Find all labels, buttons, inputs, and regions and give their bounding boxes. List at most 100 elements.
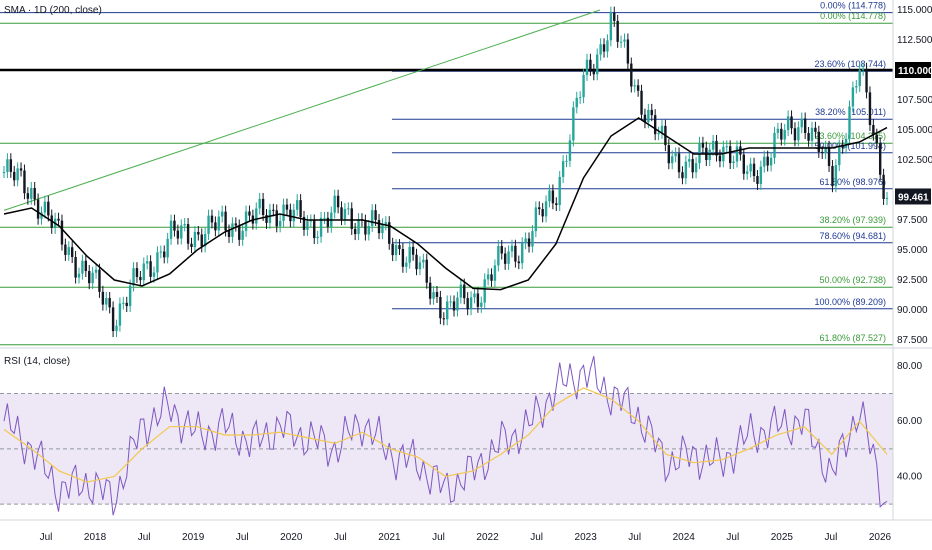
candle-body <box>289 209 292 222</box>
candle-body <box>364 220 367 235</box>
candle-body <box>67 247 70 255</box>
candle-body <box>735 146 739 162</box>
candle-body <box>582 74 585 98</box>
candle-body <box>711 140 715 150</box>
candle-body <box>128 285 132 307</box>
candle-body <box>878 143 882 175</box>
candle-body <box>541 209 544 217</box>
candle-body <box>558 176 561 205</box>
rsi-tick-label: 60.00 <box>897 416 922 427</box>
candle-body <box>725 146 728 148</box>
candle-body <box>374 210 377 220</box>
resistance-badge <box>895 62 931 78</box>
candle-body <box>688 159 691 162</box>
candle-body <box>708 149 711 161</box>
candle-body <box>197 231 200 235</box>
candle-body <box>166 238 169 258</box>
candle-body <box>486 274 490 280</box>
candle-body <box>449 301 452 303</box>
candle-body <box>261 198 265 216</box>
candle-body <box>265 215 268 223</box>
candle-body <box>384 222 388 225</box>
candle-body <box>653 115 657 135</box>
time-tick-label: Jul <box>628 532 641 543</box>
candle-body <box>872 125 875 135</box>
candle-body <box>411 246 415 255</box>
candle-body <box>756 176 759 184</box>
candle-body <box>643 114 647 123</box>
candle-body <box>476 293 480 307</box>
candle-body <box>473 293 476 298</box>
last-price-badge-label: 99.461 <box>898 192 929 203</box>
candle-body <box>548 190 551 202</box>
candle-body <box>227 230 231 237</box>
candle-body <box>101 291 105 305</box>
candle-body <box>555 203 558 205</box>
candle-body <box>728 146 732 163</box>
candle-body <box>60 220 64 245</box>
candle-body <box>81 260 84 274</box>
candle-body <box>817 131 821 152</box>
candle-body <box>838 145 841 166</box>
candle-body <box>432 292 435 299</box>
time-tick-label: 2023 <box>575 532 598 543</box>
candle-body <box>507 251 510 264</box>
candle-body <box>613 12 616 21</box>
candle-body <box>388 222 391 244</box>
candle-body <box>210 215 214 223</box>
candle-body <box>650 109 653 116</box>
candle-body <box>6 159 9 172</box>
candle-body <box>831 166 834 187</box>
candle-body <box>681 172 684 179</box>
candle-body <box>214 222 217 231</box>
candle-body <box>394 245 398 256</box>
candle-body <box>302 216 306 230</box>
candle-body <box>694 163 698 173</box>
candle-body <box>592 69 596 75</box>
candle-body <box>589 59 592 70</box>
candle-body <box>718 155 722 162</box>
candle-body <box>786 116 790 131</box>
candle-body <box>401 249 405 267</box>
candle-body <box>490 274 493 281</box>
candle-body <box>636 85 640 91</box>
candle-body <box>190 243 193 248</box>
candle-body <box>299 200 302 217</box>
candle-body <box>326 217 330 227</box>
candle-body <box>220 211 224 217</box>
candle-body <box>660 125 664 133</box>
candle-body <box>732 161 735 163</box>
candle-body <box>483 279 486 303</box>
candle-body <box>671 156 674 164</box>
candle-body <box>64 244 67 255</box>
candle-body <box>691 159 694 173</box>
candle-body <box>684 161 688 179</box>
time-tick-label: 2021 <box>378 532 401 543</box>
time-tick-label: Jul <box>530 532 543 543</box>
candle-body <box>282 204 285 221</box>
trend-line <box>3 9 601 211</box>
candle-body <box>834 165 838 187</box>
candle-body <box>551 190 555 204</box>
fib-level-label: 38.20% (97.939) <box>819 215 886 225</box>
candle-body <box>824 146 827 154</box>
candle-body <box>43 201 47 213</box>
time-tick-label: Jul <box>432 532 445 543</box>
candle-body <box>241 230 244 240</box>
price-tick-label: 87.500 <box>897 335 928 346</box>
candle-body <box>858 69 861 87</box>
candle-body <box>626 39 630 64</box>
candle-body <box>350 208 353 229</box>
candle-body <box>769 157 773 166</box>
candle-body <box>793 128 797 141</box>
fib-level-label: 0.00% (114.778) <box>820 11 886 21</box>
price-tick-label: 105.000 <box>897 125 932 136</box>
candle-body <box>630 63 633 87</box>
candle-body <box>521 243 524 264</box>
candle-body <box>578 97 582 99</box>
candle-body <box>333 195 336 213</box>
candle-body <box>800 118 803 128</box>
candle-body <box>814 127 817 132</box>
candle-body <box>163 251 166 258</box>
